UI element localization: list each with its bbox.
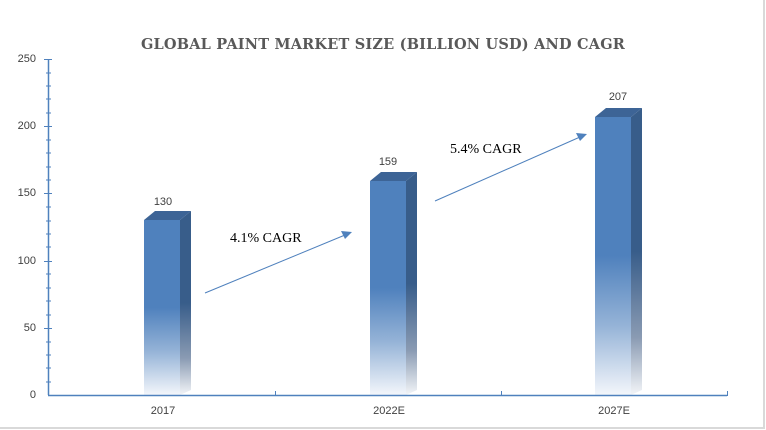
cagr-annotation-2: 5.4% CAGR [450, 142, 522, 157]
cagr-arrow-2 [434, 133, 587, 202]
y-axis [44, 59, 52, 395]
y-tick-label: 100 [17, 255, 36, 267]
data-label-2022e: 159 [378, 156, 398, 168]
data-label-2027e: 207 [608, 91, 628, 103]
chart-title: GLOBAL PAINT MARKET SIZE (BILLION USD) A… [140, 36, 626, 53]
cagr-arrow-1 [204, 231, 352, 294]
x-tick-label-2022e: 2022E [373, 405, 405, 417]
y-tick-label: 200 [17, 120, 36, 132]
x-tick-label-2017: 2017 [150, 405, 176, 417]
y-tick-label: 150 [17, 187, 36, 199]
cagr-annotation-1: 4.1% CAGR [230, 231, 302, 246]
bar-2017 [144, 211, 191, 395]
x-axis [48, 391, 728, 397]
y-tick-label: 0 [29, 389, 36, 401]
y-tick-label: 50 [23, 322, 36, 334]
x-tick-label-2027e: 2027E [598, 405, 630, 417]
bar-2022e [370, 172, 417, 395]
data-label-2017: 130 [153, 196, 173, 208]
y-tick-label: 250 [17, 53, 36, 65]
bar-2027e [595, 108, 642, 395]
